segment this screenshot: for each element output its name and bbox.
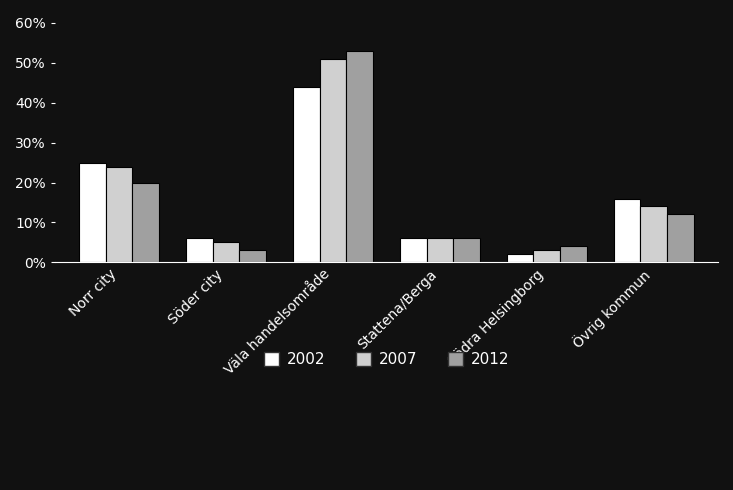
Bar (641, 206, 667, 262)
Bar (453, 239, 480, 262)
Bar (106, 167, 133, 262)
Bar (186, 239, 213, 262)
Bar (292, 87, 320, 262)
Bar (614, 198, 641, 262)
Legend: 2002, 2007, 2012: 2002, 2007, 2012 (257, 346, 515, 373)
Bar (213, 243, 239, 262)
Bar (79, 163, 106, 262)
Bar (534, 250, 560, 262)
Bar (427, 239, 453, 262)
Bar (346, 51, 373, 262)
Bar (560, 246, 587, 262)
Bar (239, 250, 266, 262)
Bar (667, 215, 694, 262)
Bar (399, 239, 427, 262)
Bar (320, 59, 346, 262)
Bar (133, 183, 159, 262)
Bar (507, 254, 534, 262)
